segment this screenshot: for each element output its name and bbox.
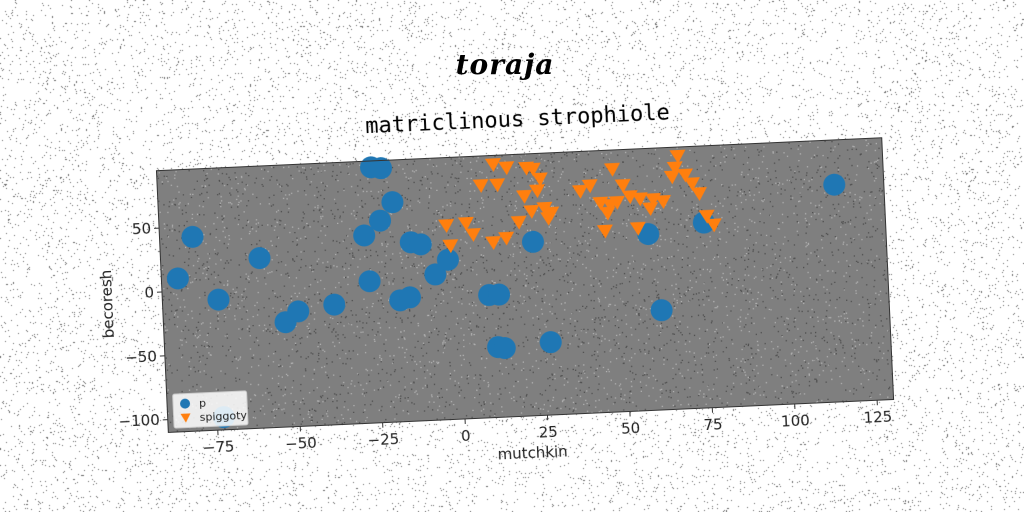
y-axis-label: becoresh bbox=[97, 269, 118, 338]
legend-box bbox=[172, 390, 249, 429]
data-marks bbox=[166, 149, 846, 429]
point-spiggoty-39 bbox=[683, 177, 700, 192]
legend-label-0: p bbox=[199, 397, 207, 410]
point-spiggoty-1 bbox=[442, 239, 459, 254]
point-p-20 bbox=[488, 283, 511, 306]
x-tick-label-6: 75 bbox=[703, 415, 723, 434]
legend-marker-1 bbox=[180, 413, 191, 423]
x-tick-label-7: 100 bbox=[781, 411, 810, 430]
point-p-12 bbox=[381, 191, 404, 214]
point-spiggoty-20 bbox=[571, 184, 588, 199]
point-p-23 bbox=[521, 230, 544, 253]
point-p-26 bbox=[650, 299, 673, 322]
point-spiggoty-38 bbox=[676, 168, 693, 183]
x-tick-label-4: 25 bbox=[538, 423, 558, 442]
point-spiggoty-23 bbox=[596, 224, 613, 239]
legend-marker-0 bbox=[180, 398, 191, 409]
x-tick-label-1: −50 bbox=[285, 434, 317, 453]
point-spiggoty-11 bbox=[516, 189, 533, 204]
series-1 bbox=[438, 149, 722, 254]
point-spiggoty-0 bbox=[438, 218, 455, 233]
chart-container: matriclinous strophiole −75 −50 −25 0 25 50 75… bbox=[82, 86, 927, 483]
point-p-22 bbox=[493, 337, 516, 360]
point-p-28 bbox=[823, 173, 846, 196]
x-tick-label-2: −25 bbox=[367, 430, 399, 449]
point-spiggoty-19 bbox=[543, 206, 560, 221]
point-p-1 bbox=[181, 225, 204, 248]
plot-frame bbox=[155, 137, 895, 433]
y-tick-label-0: −100 bbox=[118, 411, 160, 431]
point-p-5 bbox=[287, 300, 310, 323]
point-spiggoty-36 bbox=[666, 161, 683, 176]
point-spiggoty-14 bbox=[524, 162, 541, 177]
point-spiggoty-30 bbox=[629, 221, 646, 236]
figure-title: toraja bbox=[455, 48, 555, 81]
point-spiggoty-21 bbox=[581, 179, 598, 194]
point-spiggoty-34 bbox=[655, 195, 671, 210]
point-spiggoty-41 bbox=[698, 209, 715, 224]
legend-label-1: spiggoty bbox=[199, 409, 247, 424]
point-spiggoty-7 bbox=[489, 178, 506, 193]
x-axis: −75 −50 −25 0 25 50 75 100 125 bbox=[202, 400, 893, 457]
point-spiggoty-15 bbox=[528, 184, 545, 199]
x-tick-label-0: −75 bbox=[202, 437, 234, 456]
point-spiggoty-4 bbox=[472, 179, 489, 193]
y-axis: −100 −50 0 50 bbox=[118, 220, 168, 431]
point-spiggoty-40 bbox=[690, 187, 707, 201]
point-spiggoty-13 bbox=[523, 204, 540, 219]
point-spiggoty-31 bbox=[631, 192, 648, 207]
y-tick-label-1: −50 bbox=[125, 347, 157, 366]
point-spiggoty-37 bbox=[669, 149, 686, 164]
point-p-2 bbox=[207, 288, 230, 311]
scatter-chart: matriclinous strophiole −75 −50 −25 0 25 50 75… bbox=[97, 100, 895, 464]
y-tick-label-2: 0 bbox=[144, 283, 154, 301]
point-p-6 bbox=[323, 293, 346, 316]
point-p-0 bbox=[166, 267, 189, 290]
x-tick-label-3: 0 bbox=[461, 427, 471, 445]
point-spiggoty-10 bbox=[510, 215, 527, 230]
point-p-16 bbox=[409, 233, 432, 256]
point-spiggoty-26 bbox=[603, 162, 620, 177]
point-p-24 bbox=[539, 331, 562, 354]
x-tick-label-5: 50 bbox=[621, 419, 641, 438]
point-p-7 bbox=[353, 224, 376, 247]
point-spiggoty-16 bbox=[531, 172, 548, 187]
series-0 bbox=[166, 156, 846, 429]
point-spiggoty-8 bbox=[498, 231, 515, 246]
point-spiggoty-2 bbox=[457, 216, 474, 231]
point-p-11 bbox=[369, 209, 392, 232]
point-spiggoty-9 bbox=[498, 161, 515, 176]
point-p-10 bbox=[369, 157, 392, 180]
point-spiggoty-28 bbox=[614, 178, 631, 193]
point-spiggoty-42 bbox=[705, 218, 722, 233]
point-p-25 bbox=[637, 223, 660, 246]
point-spiggoty-27 bbox=[608, 195, 625, 210]
point-spiggoty-5 bbox=[485, 236, 502, 250]
plot-noise bbox=[156, 139, 895, 434]
point-p-14 bbox=[398, 286, 421, 309]
point-spiggoty-6 bbox=[484, 158, 501, 172]
x-tick-label-8: 125 bbox=[863, 408, 892, 427]
point-p-18 bbox=[436, 248, 459, 271]
point-p-8 bbox=[358, 270, 381, 293]
x-axis-label: mutchkin bbox=[497, 442, 568, 463]
y-tick-label-3: 50 bbox=[132, 220, 152, 239]
point-spiggoty-3 bbox=[464, 227, 481, 242]
point-p-17 bbox=[424, 263, 447, 286]
point-p-3 bbox=[248, 247, 271, 270]
